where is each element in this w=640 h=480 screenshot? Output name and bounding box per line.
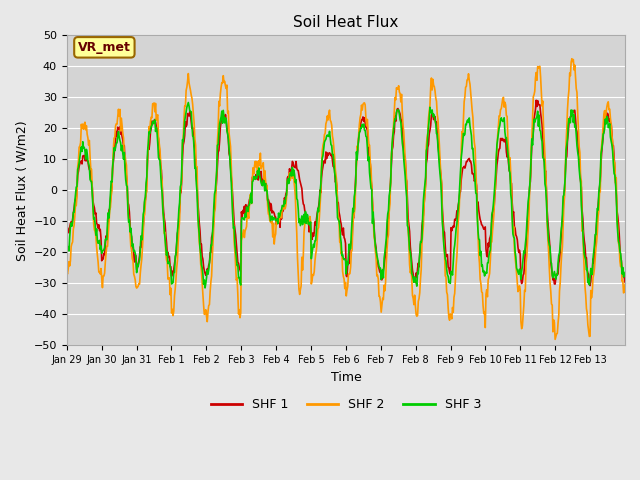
Line: SHF 1: SHF 1 [67, 100, 625, 286]
SHF 3 [260, 179, 268, 184]
SHF 3 [63, 241, 70, 247]
SHF 3 [201, 285, 209, 291]
SHF 2 [259, 163, 266, 169]
SHF 1 [63, 233, 70, 239]
SHF 2 [129, 256, 136, 262]
SHF 1 [586, 283, 594, 288]
Legend: SHF 1, SHF 2, SHF 3: SHF 1, SHF 2, SHF 3 [205, 394, 486, 417]
SHF 3 [621, 270, 629, 276]
SHF 3 [281, 201, 289, 206]
SHF 3 [232, 254, 240, 260]
SHF 1 [129, 243, 136, 249]
SHF 1 [404, 198, 412, 204]
SHF 2 [231, 249, 239, 254]
SHF 1 [621, 279, 629, 285]
SHF 1 [280, 206, 287, 212]
Line: SHF 3: SHF 3 [67, 103, 625, 288]
SHF 2 [404, 214, 412, 219]
SHF 1 [231, 226, 239, 232]
SHF 1 [259, 180, 266, 186]
SHF 3 [405, 235, 413, 240]
X-axis label: Time: Time [330, 371, 361, 384]
SHF 3 [129, 243, 136, 249]
SHF 2 [435, 129, 442, 135]
SHF 2 [280, 203, 287, 208]
SHF 2 [568, 56, 576, 61]
SHF 3 [184, 100, 192, 106]
SHF 2 [63, 269, 70, 275]
Text: VR_met: VR_met [78, 41, 131, 54]
SHF 1 [435, 148, 442, 154]
SHF 1 [532, 97, 540, 103]
SHF 3 [436, 172, 444, 178]
Line: SHF 2: SHF 2 [67, 59, 625, 339]
Y-axis label: Soil Heat Flux ( W/m2): Soil Heat Flux ( W/m2) [15, 120, 28, 261]
SHF 2 [621, 281, 629, 287]
SHF 2 [551, 336, 559, 342]
Title: Soil Heat Flux: Soil Heat Flux [293, 15, 399, 30]
